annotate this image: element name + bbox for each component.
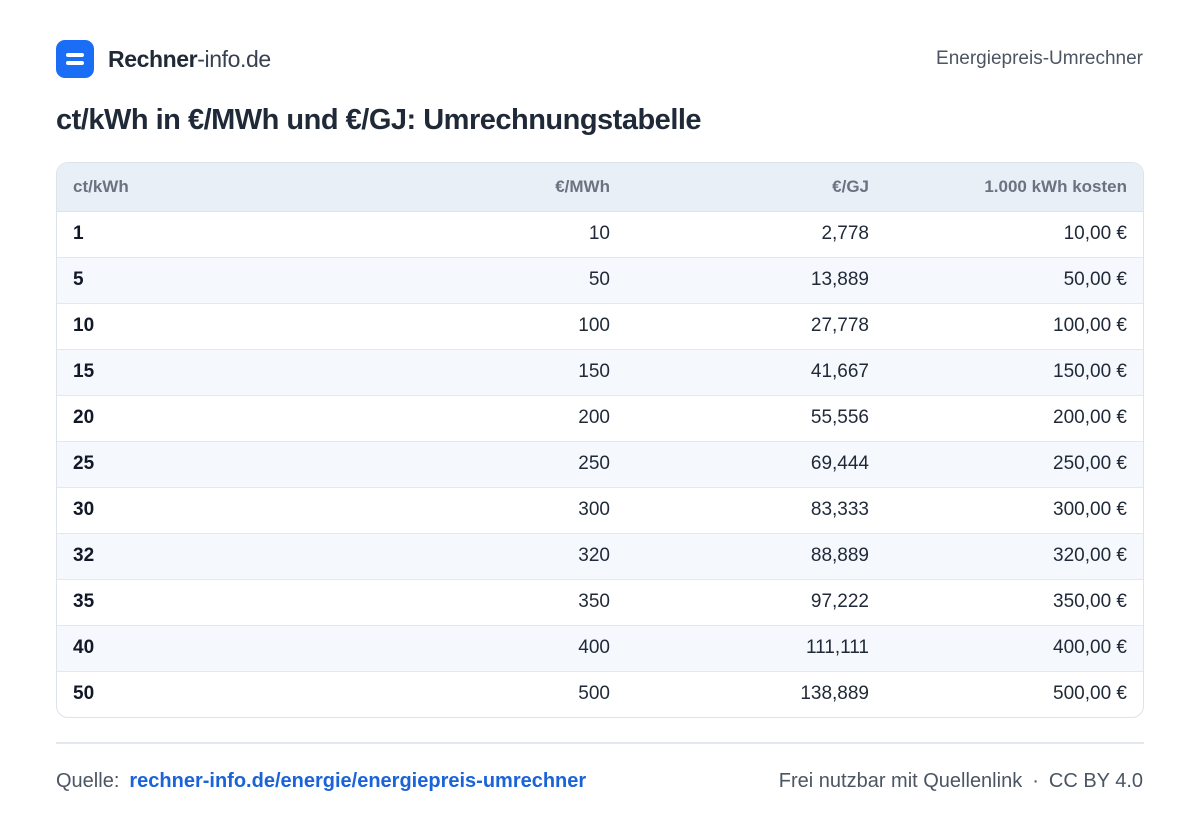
cell-ct-kwh: 25 [57,440,357,487]
footer-divider [56,742,1144,744]
license-text: Frei nutzbar mit Quellenlink [778,769,1023,792]
cell-ct-kwh: 32 [57,532,357,579]
cell-eur-gj: 69,444 [610,440,869,487]
footer: Quelle: rechner-info.de/energie/energiepr… [56,768,1143,794]
cell-eur-gj: 27,778 [610,302,869,349]
table-header-row: ct/kWh €/MWh €/GJ 1.000 kWh kosten [57,163,1143,212]
table-row: 50 500 138,889 500,00 € [57,670,1143,717]
cell-ct-kwh: 35 [57,578,357,625]
table-row: 15 150 41,667 150,00 € [57,348,1143,395]
table-row: 32 320 88,889 320,00 € [57,532,1143,579]
cell-eur-mwh: 500 [357,670,610,717]
cell-ct-kwh: 40 [57,624,357,671]
cell-eur-mwh: 400 [357,624,610,671]
cell-cost-1000-kwh: 350,00 € [869,578,1143,625]
table-row: 25 250 69,444 250,00 € [57,440,1143,487]
header: Rechner-info.de Energiepreis-Umrechner [56,40,1143,78]
table-body: 1 10 2,778 10,00 €5 50 13,889 50,00 €10 100 27,7… [57,211,1143,717]
cell-ct-kwh: 20 [57,394,357,441]
table-row: 40 400 111,111 400,00 € [57,624,1143,671]
cell-ct-kwh: 5 [57,256,357,303]
cell-cost-1000-kwh: 320,00 € [869,532,1143,579]
header-section-label: Energiepreis-Umrechner [936,48,1143,69]
cell-eur-mwh: 320 [357,532,610,579]
cell-eur-gj: 55,556 [610,394,869,441]
cell-cost-1000-kwh: 100,00 € [869,302,1143,349]
column-header-eur-mwh: €/MWh [357,163,610,212]
cell-eur-mwh: 10 [588,223,610,244]
cell-cost-1000-kwh: 250,00 € [869,440,1143,487]
table-row: 5 50 13,889 50,00 € [57,256,1143,303]
brand-name-bold: Rechner [108,45,198,72]
cell-eur-gj: 2,778 [821,223,869,244]
cell-eur-gj: 13,889 [610,256,869,303]
cell-eur-gj: 41,667 [610,348,869,395]
table-row: 20 200 55,556 200,00 € [57,394,1143,441]
cell-ct-kwh: 50 [57,670,357,717]
cell-eur-gj: 138,889 [610,670,869,717]
cell-cost-1000-kwh: 300,00 € [869,486,1143,533]
cell-cost-1000-kwh: 50,00 € [869,256,1143,303]
cell-cost-1000-kwh: 10,00 € [1063,223,1127,244]
brand-name-light: -info.de [197,45,271,72]
cell-eur-mwh: 350 [357,578,610,625]
column-header-cost-1000-kwh: 1.000 kWh kosten [869,163,1143,212]
table-row: 30 300 83,333 300,00 € [57,486,1143,533]
page-title: ct/kWh in €/MWh und €/GJ: Umrechnungstab… [56,104,702,136]
source-link[interactable]: rechner-info.de/energie/energiepreis-umr… [129,769,587,792]
cell-eur-mwh: 250 [357,440,610,487]
table-row: 35 350 97,222 350,00 € [57,578,1143,625]
column-header-eur-gj: €/GJ [610,163,869,212]
cell-ct-kwh: 15 [57,348,357,395]
conversion-table: ct/kWh €/MWh €/GJ 1.000 kWh kosten 1 10 2,… [57,163,1143,717]
cell-eur-gj: 83,333 [610,486,869,533]
cell-eur-mwh: 50 [357,256,610,303]
source-attribution: Quelle: rechner-info.de/energie/energiepr… [56,770,586,793]
cell-ct-kwh: 30 [57,486,357,533]
conversion-table-container: ct/kWh €/MWh €/GJ 1.000 kWh kosten 1 10 2,… [56,162,1144,718]
cell-eur-mwh: 300 [357,486,610,533]
license-name: CC BY 4.0 [1048,769,1143,792]
cell-ct-kwh: 1 [73,223,84,244]
cell-ct-kwh: 10 [57,302,357,349]
separator-dot: · [1032,769,1039,792]
source-label: Quelle: [56,769,120,792]
cell-eur-mwh: 100 [357,302,610,349]
cell-eur-gj: 111,111 [610,624,869,671]
table-row: 10 100 27,778 100,00 € [57,302,1143,349]
brand-name: Rechner-info.de [108,46,271,73]
license-info: Frei nutzbar mit Quellenlink · CC BY 4.0 [779,770,1143,793]
brand[interactable]: Rechner-info.de [56,40,271,78]
cell-eur-mwh: 200 [357,394,610,441]
cell-cost-1000-kwh: 200,00 € [869,394,1143,441]
equals-logo-icon [56,40,94,78]
cell-cost-1000-kwh: 150,00 € [869,348,1143,395]
cell-eur-mwh: 150 [357,348,610,395]
cell-eur-gj: 97,222 [610,578,869,625]
cell-cost-1000-kwh: 400,00 € [869,624,1143,671]
column-header-ct-kwh: ct/kWh [57,163,357,212]
cell-eur-gj: 88,889 [610,532,869,579]
cell-cost-1000-kwh: 500,00 € [869,670,1143,717]
table-row: 1 10 2,778 10,00 € [57,211,1143,257]
